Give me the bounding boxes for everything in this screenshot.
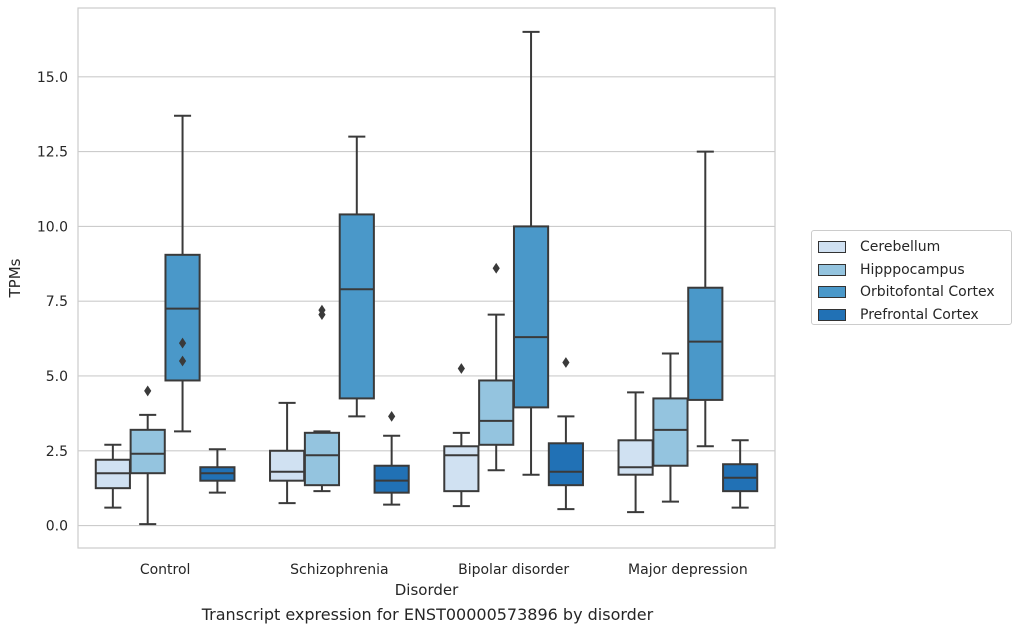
y-tick-label: 5.0	[46, 369, 68, 385]
box-iqr	[269, 449, 306, 482]
box-iqr	[652, 397, 689, 467]
y-tick-label: 7.5	[46, 294, 68, 310]
box-3-1	[373, 410, 410, 506]
box-2-3	[687, 150, 724, 448]
outlier-point	[144, 385, 152, 397]
box-iqr	[443, 445, 480, 493]
outlier-point	[562, 357, 570, 368]
y-tick-labels: 0.0 2.5 5.0 7.5 10.0 12.5 15.0	[37, 70, 68, 535]
box-0-2	[443, 363, 480, 508]
legend-item-prefrontal-cortex: Prefrontal Cortex	[818, 304, 1011, 327]
box-2-2	[512, 30, 550, 476]
legend-label: Hipppocampus	[860, 261, 965, 278]
x-axis-title: Disorder	[395, 581, 459, 599]
x-tick-label: Bipolar disorder	[458, 562, 569, 578]
y-tick-label: 2.5	[46, 444, 68, 460]
legend-item-cerebellum: Cerebellum	[818, 236, 1011, 259]
outlier-point	[388, 410, 396, 422]
legend-swatch	[818, 263, 846, 276]
box-1-2	[478, 262, 515, 472]
legend-swatch	[818, 286, 846, 299]
x-tick-label: Control	[140, 562, 191, 578]
box-0-1	[269, 401, 306, 505]
box-3-2	[547, 357, 584, 511]
box-iqr	[687, 286, 724, 401]
outlier-point	[492, 262, 500, 274]
box-3-0	[199, 448, 236, 494]
outlier-point	[178, 337, 187, 349]
y-tick-label: 15.0	[37, 70, 68, 86]
legend-item-orbitofrontal-cortex: Orbitofontal Cortex	[818, 281, 1011, 304]
outlier-point	[457, 363, 465, 374]
box-1-3	[652, 352, 689, 503]
outlier-point	[178, 355, 187, 367]
legend-label: Cerebellum	[860, 239, 941, 256]
y-tick-label: 10.0	[37, 219, 68, 235]
y-axis-title: TPMs	[6, 258, 24, 298]
legend-swatch	[818, 241, 846, 254]
legend-label: Prefrontal Cortex	[860, 306, 979, 323]
box-iqr	[478, 379, 515, 446]
box-2-1	[338, 135, 375, 418]
box-3-3	[722, 439, 759, 509]
outlier-point	[318, 304, 326, 316]
box-1-1	[303, 304, 341, 493]
box-iqr	[129, 428, 166, 475]
legend-item-hippocampus: Hipppocampus	[818, 259, 1011, 282]
x-tick-label: Major depression	[628, 562, 748, 578]
box-iqr	[617, 439, 654, 476]
box-0-3	[617, 391, 654, 514]
legend-label: Orbitofontal Cortex	[860, 284, 995, 301]
box-0-0	[94, 443, 131, 509]
box-iqr	[547, 442, 584, 487]
x-tick-labels: Control Schizophrenia Bipolar disorder Majo…	[140, 562, 748, 578]
y-tick-label: 12.5	[37, 145, 68, 161]
legend-swatch	[818, 308, 846, 321]
box-plots	[94, 30, 759, 526]
x-tick-label: Schizophrenia	[290, 562, 388, 578]
box-iqr	[373, 464, 410, 494]
box-iqr	[303, 431, 341, 487]
chart-legend: Cerebellum Hipppocampus Orbitofontal Cor…	[811, 230, 1012, 325]
box-2-0	[164, 114, 201, 433]
box-1-0	[129, 385, 166, 526]
plot-frame	[77, 7, 776, 549]
chart-caption: Transcript expression for ENST0000057389…	[201, 605, 654, 624]
box-iqr	[338, 213, 375, 400]
y-tick-label: 0.0	[46, 519, 68, 535]
box-iqr	[512, 225, 550, 409]
